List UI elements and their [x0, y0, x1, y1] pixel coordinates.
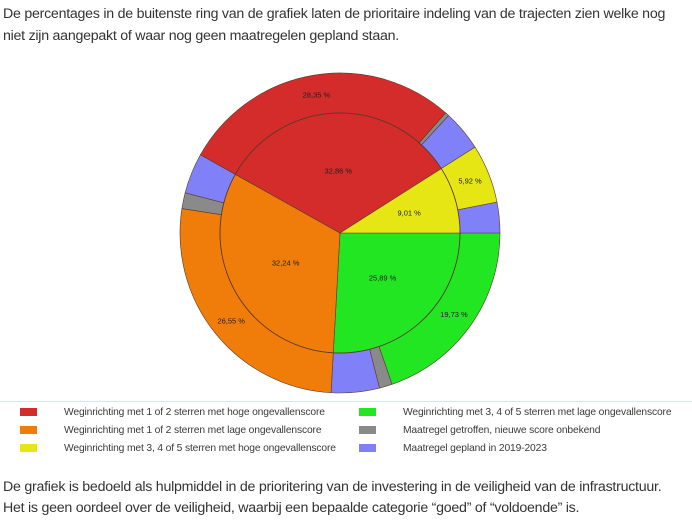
- legend-label: Weginrichting met 3, 4 of 5 sterren met …: [403, 406, 672, 418]
- pie-label: 25,89 %: [369, 274, 397, 283]
- legend-item-yellow: Weginrichting met 3, 4 of 5 sterren met …: [20, 439, 336, 457]
- legend-divider: [0, 401, 692, 402]
- outro-line-2: Het is geen oordeel over de veiligheid, …: [3, 500, 580, 516]
- legend-swatch-yellow: [20, 444, 37, 452]
- legend-item-red: Weginrichting met 1 of 2 sterren met hog…: [20, 403, 325, 421]
- pie-label: 9,01 %: [397, 208, 421, 217]
- legend-item-green: Weginrichting met 3, 4 of 5 sterren met …: [359, 403, 672, 421]
- pie-label: 28,35 %: [303, 91, 331, 100]
- chart-legend: Weginrichting met 1 of 2 sterren met hog…: [0, 402, 692, 464]
- legend-swatch-grey: [359, 426, 376, 434]
- pie-svg: 19,73 % 26,55 % 28,35 % 5,92 % 25,89 % 32,24 …: [179, 72, 501, 394]
- legend-item-orange: Weginrichting met 1 of 2 sterren met lag…: [20, 421, 322, 439]
- legend-label: Maatregel getroffen, nieuwe score onbeke…: [403, 424, 601, 436]
- legend-label: Maatregel gepland in 2019-2023: [403, 442, 547, 454]
- legend-swatch-red: [20, 408, 37, 416]
- nested-pie-chart: 19,73 % 26,55 % 28,35 % 5,92 % 25,89 % 32,24 …: [0, 50, 692, 400]
- legend-item-blue: Maatregel gepland in 2019-2023: [359, 439, 547, 457]
- inner-ring-outline: [219, 112, 461, 354]
- legend-item-grey: Maatregel getroffen, nieuwe score onbeke…: [359, 421, 600, 439]
- legend-swatch-blue: [359, 444, 376, 452]
- pie-label: 19,73 %: [440, 310, 468, 319]
- legend-label: Weginrichting met 1 of 2 sterren met hog…: [64, 406, 325, 418]
- legend-label: Weginrichting met 3, 4 of 5 sterren met …: [64, 442, 336, 454]
- pie-label: 32,24 %: [272, 258, 300, 267]
- pie-label: 5,92 %: [458, 177, 482, 186]
- legend-label: Weginrichting met 1 of 2 sterren met lag…: [64, 424, 322, 436]
- legend-swatch-orange: [20, 426, 37, 434]
- outro-line-1: De grafiek is bedoeld als hulpmiddel in …: [3, 479, 662, 495]
- outro-text: De grafiek is bedoeld als hulpmiddel in …: [3, 477, 689, 519]
- pie-label: 26,55 %: [217, 317, 245, 326]
- legend-swatch-green: [359, 408, 376, 416]
- intro-text: De percentages in de buitenste ring van …: [3, 6, 666, 44]
- pie-label: 32,86 %: [325, 167, 353, 176]
